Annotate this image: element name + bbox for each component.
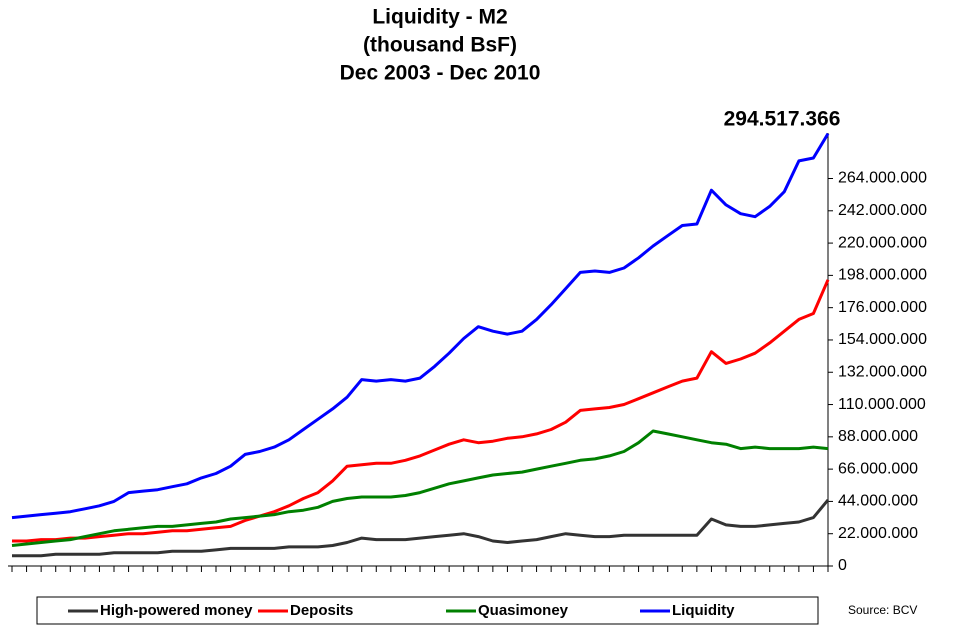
y-tick-label: 132.000.000 — [838, 363, 927, 380]
series-line — [12, 279, 830, 543]
legend-label: Quasimoney — [478, 602, 569, 619]
y-tick-label: 44.000.000 — [838, 493, 918, 510]
legend-label: High-powered money — [100, 602, 253, 619]
legend-label: Liquidity — [672, 602, 735, 619]
series-line — [12, 498, 830, 558]
y-tick-label: 154.000.000 — [838, 331, 927, 348]
y-tick-label: 66.000.000 — [838, 460, 918, 477]
y-tick-label: 22.000.000 — [838, 525, 918, 542]
y-tick-label: 198.000.000 — [838, 267, 927, 284]
y-tick-label: 176.000.000 — [838, 299, 927, 316]
y-tick-label: 0 — [838, 557, 847, 574]
legend-label: Deposits — [290, 602, 353, 619]
annotation: 294.517.366 — [724, 108, 841, 131]
legend-box — [36, 596, 819, 625]
chart-title: Dec 2003 - Dec 2010 — [340, 62, 541, 85]
source-note: Source: BCV — [848, 603, 917, 617]
chart-title: Liquidity - M2 — [372, 6, 507, 29]
y-tick-label: 220.000.000 — [838, 234, 927, 251]
y-tick-label: 110.000.000 — [838, 396, 926, 413]
series-line — [11, 132, 830, 520]
y-tick-label: 242.000.000 — [838, 202, 927, 219]
y-tick-label: 88.000.000 — [838, 428, 918, 445]
y-tick-label: 264.000.000 — [838, 170, 927, 187]
chart-title: (thousand BsF) — [363, 34, 517, 57]
series-line — [11, 429, 829, 547]
